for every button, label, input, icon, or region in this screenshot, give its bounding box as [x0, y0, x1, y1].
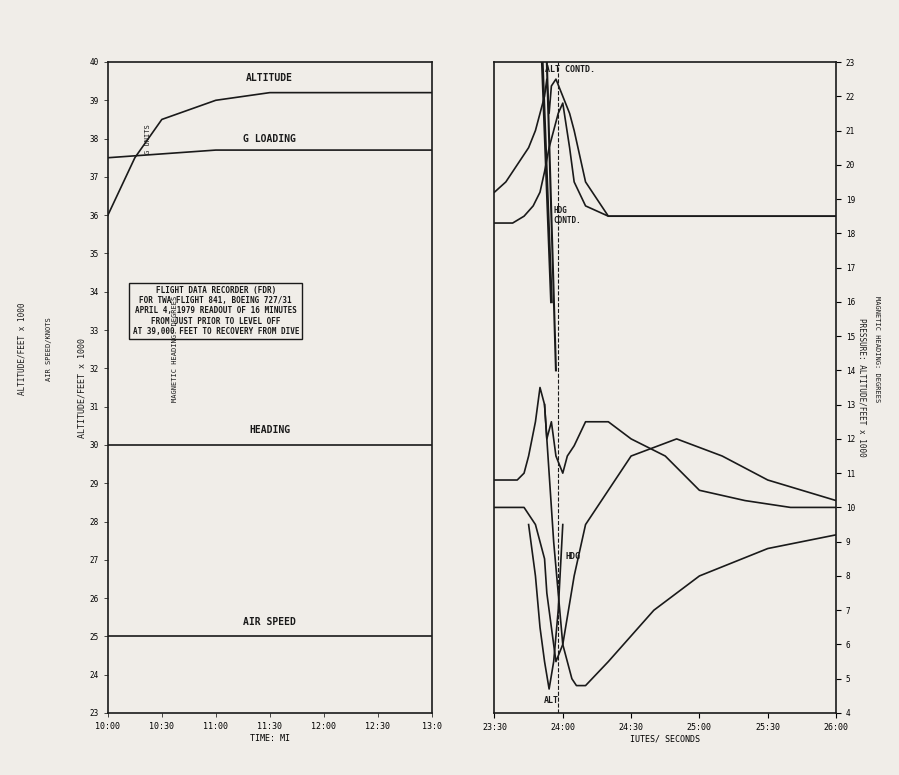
Text: AIR SPEED: AIR SPEED: [244, 617, 296, 627]
X-axis label: IUTES/ SECONDS: IUTES/ SECONDS: [630, 735, 700, 743]
Text: ALTITUDE/FEET x 1000: ALTITUDE/FEET x 1000: [18, 302, 27, 395]
Text: G UNITS: G UNITS: [146, 125, 151, 154]
Y-axis label: PRESSURE: ALTITUDE/FEET x 1000: PRESSURE: ALTITUDE/FEET x 1000: [858, 318, 867, 457]
Text: MAGNETIC HEADING: DEGREES: MAGNETIC HEADING: DEGREES: [874, 295, 879, 402]
Text: G LOADING: G LOADING: [244, 134, 296, 144]
Text: HEADING: HEADING: [249, 425, 290, 436]
Text: FLIGHT DATA RECORDER (FDR)
FOR TWA FLIGHT 841, BOEING 727/31
APRIL 4, 1979 READO: FLIGHT DATA RECORDER (FDR) FOR TWA FLIGH…: [132, 286, 299, 336]
Y-axis label: ALTITUDE/FEET x 1000: ALTITUDE/FEET x 1000: [78, 337, 87, 438]
Text: HDG: HDG: [565, 552, 580, 561]
Text: ALT: ALT: [544, 696, 559, 704]
Text: ALTITUDE: ALTITUDE: [246, 73, 293, 83]
Text: AIR SPEED/KNOTS: AIR SPEED/KNOTS: [47, 317, 52, 381]
Text: ALT CONTD.: ALT CONTD.: [545, 65, 594, 74]
Text: HDG
CONTD.: HDG CONTD.: [554, 205, 582, 225]
X-axis label: TIME: MI: TIME: MI: [250, 734, 289, 742]
Text: MAGNETIC HEADING: DEGREES: MAGNETIC HEADING: DEGREES: [173, 295, 178, 402]
